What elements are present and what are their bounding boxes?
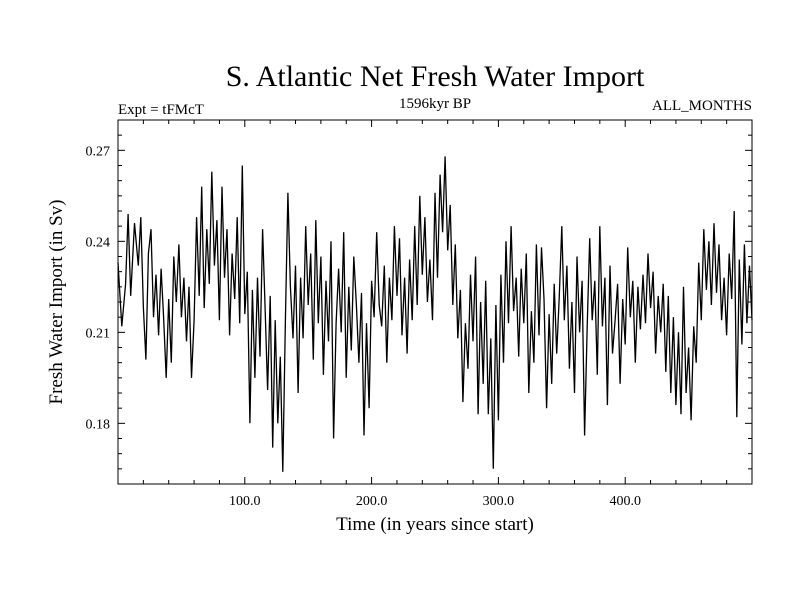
series-group <box>117 156 753 472</box>
x-axis-label: Time (in years since start) <box>336 514 534 535</box>
chart-title: S. Atlantic Net Fresh Water Import <box>226 60 645 93</box>
chart-subtitle-center: 1596kyr BP <box>399 96 471 112</box>
plot-frame <box>117 119 753 485</box>
y-tick-label: 0.18 <box>86 417 111 432</box>
y-tick-label: 0.24 <box>86 235 111 250</box>
x-tick-label: 400.0 <box>609 494 641 509</box>
series-line <box>117 156 753 472</box>
y-axis-ticks: 0.18 0.21 0.24 0.27 <box>86 134 752 470</box>
y-axis-label: Fresh Water Import (in Sv) <box>46 200 67 405</box>
chart-subtitle-right: ALL_MONTHS <box>652 98 752 114</box>
x-axis-ticks: 100.0 200.0 300.0 400.0 <box>142 120 728 509</box>
y-tick-label: 0.27 <box>86 144 111 159</box>
x-tick-label: 200.0 <box>356 494 388 509</box>
chart-subtitle-left: Expt = tFMcT <box>118 102 204 118</box>
y-tick-label: 0.21 <box>86 326 111 341</box>
x-tick-label: 300.0 <box>483 494 515 509</box>
x-tick-label: 100.0 <box>229 494 261 509</box>
